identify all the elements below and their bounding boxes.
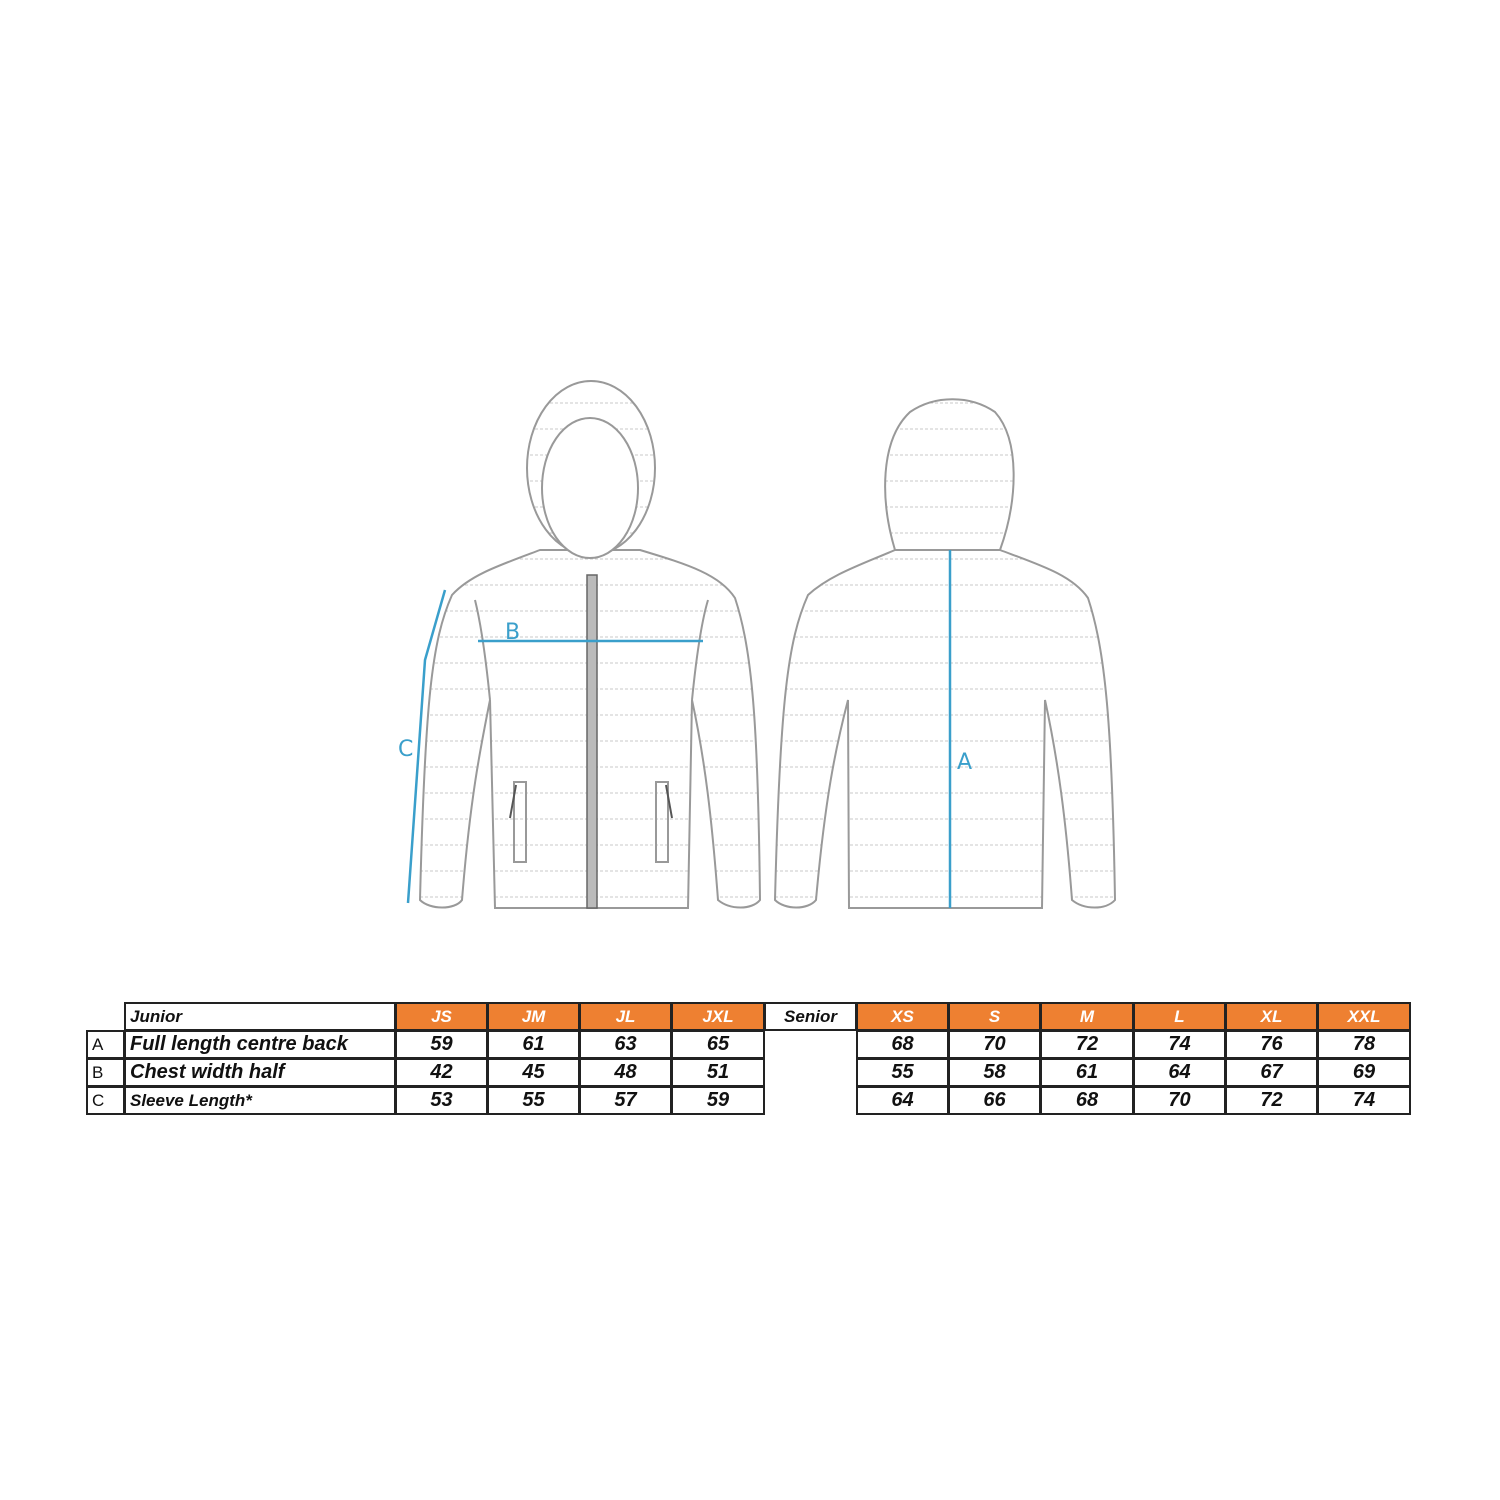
measurement-lines: [406, 550, 952, 908]
table-cell: 74: [1317, 1086, 1411, 1115]
table-cell: 72: [1040, 1030, 1134, 1059]
table-cell: 57: [579, 1086, 672, 1115]
table-cell: 64: [1133, 1058, 1226, 1087]
size-header-xl: XL: [1225, 1002, 1318, 1031]
table-cell: 74: [1133, 1030, 1226, 1059]
table-cell: 59: [671, 1086, 765, 1115]
measure-label-c: C: [398, 737, 414, 762]
row-label: Full length centre back: [124, 1030, 396, 1059]
table-cell: 63: [579, 1030, 672, 1059]
table-cell: 69: [1317, 1058, 1411, 1087]
size-header-s: S: [948, 1002, 1041, 1031]
row-letter: C: [86, 1086, 125, 1115]
size-header-m: M: [1040, 1002, 1134, 1031]
size-header-js: JS: [395, 1002, 488, 1031]
junior-header: Junior: [124, 1002, 396, 1031]
row-label: Chest width half: [124, 1058, 396, 1087]
size-header-xxl: XXL: [1317, 1002, 1411, 1031]
table-cell: 68: [1040, 1086, 1134, 1115]
table-cell: 64: [856, 1086, 949, 1115]
size-header-jl: JL: [579, 1002, 672, 1031]
table-cell: 70: [1133, 1086, 1226, 1115]
table-cell: 66: [948, 1086, 1041, 1115]
table-cell: 61: [487, 1030, 580, 1059]
table-cell: 61: [1040, 1058, 1134, 1087]
jacket-back: [773, 398, 1117, 909]
table-cell: 45: [487, 1058, 580, 1087]
table-cell: 51: [671, 1058, 765, 1087]
size-header-xs: XS: [856, 1002, 949, 1031]
size-header-jm: JM: [487, 1002, 580, 1031]
table-cell: 78: [1317, 1030, 1411, 1059]
measure-label-a: A: [957, 750, 973, 775]
measure-label-b: B: [505, 620, 521, 645]
size-header-l: L: [1133, 1002, 1226, 1031]
jacket-front: [418, 380, 762, 909]
row-label: Sleeve Length*: [124, 1086, 396, 1115]
table-cell: 72: [1225, 1086, 1318, 1115]
table-cell: 70: [948, 1030, 1041, 1059]
table-cell: 48: [579, 1058, 672, 1087]
size-header-jxl: JXL: [671, 1002, 765, 1031]
table-cell: 58: [948, 1058, 1041, 1087]
table-cell: 55: [856, 1058, 949, 1087]
table-cell: 65: [671, 1030, 765, 1059]
table-cell: 68: [856, 1030, 949, 1059]
row-letter: A: [86, 1030, 125, 1059]
measure-line-c: [406, 589, 447, 904]
table-cell: 42: [395, 1058, 488, 1087]
table-cell: 55: [487, 1086, 580, 1115]
row-letter: B: [86, 1058, 125, 1087]
table-cell: 53: [395, 1086, 488, 1115]
table-cell: 67: [1225, 1058, 1318, 1087]
senior-header: Senior: [764, 1002, 857, 1031]
table-cell: 59: [395, 1030, 488, 1059]
table-cell: 76: [1225, 1030, 1318, 1059]
